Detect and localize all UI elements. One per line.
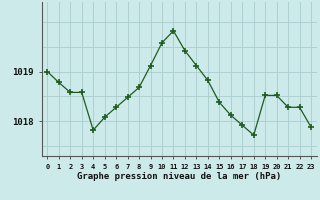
X-axis label: Graphe pression niveau de la mer (hPa): Graphe pression niveau de la mer (hPa)	[77, 172, 281, 181]
